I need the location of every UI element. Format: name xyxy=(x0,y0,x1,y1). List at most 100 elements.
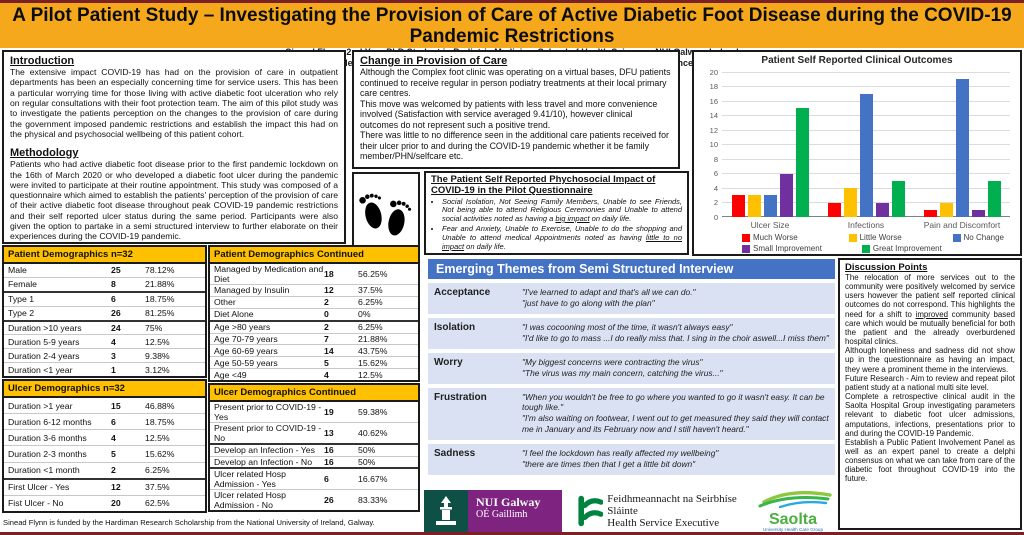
row-label: Age >80 years xyxy=(214,322,271,333)
change-provision-heading: Change in Provision of Care xyxy=(360,55,508,67)
table-title: Patient Demographics Continued xyxy=(210,247,418,264)
introduction-section: Introduction The extensive impact COVID-… xyxy=(2,50,346,244)
row-percent: 78.12% xyxy=(145,265,175,276)
theme-name: Worry xyxy=(434,356,463,368)
bar-small-improvement xyxy=(875,202,889,217)
row-percent: 50% xyxy=(358,445,376,456)
row-percent: 83.33% xyxy=(358,495,388,505)
gridline xyxy=(722,71,1010,73)
row-label: Develop an Infection - No xyxy=(214,456,313,467)
row-label: Duration 3-6 months xyxy=(8,432,87,443)
legend-swatch xyxy=(952,233,961,242)
bar-much-worse xyxy=(923,209,937,217)
row-percent: 81.25% xyxy=(145,308,175,319)
row-percent: 16.67% xyxy=(358,474,388,484)
text-segment: Complete a retrospective clinical audit … xyxy=(845,392,1015,438)
nui-galway-name-irish: OÉ Gaillimh xyxy=(476,509,528,520)
row-label: Age 50-59 years xyxy=(214,357,278,368)
theme-quote: "I'd like to go to mass ...I do really m… xyxy=(522,332,829,343)
row-count: 26 xyxy=(111,308,121,319)
bar-much-worse xyxy=(731,195,745,217)
nui-galway-tower-icon xyxy=(424,490,468,532)
x-axis-labels: Ulcer Size Infections Pain and Discomfort xyxy=(722,220,1010,230)
row-count: 14 xyxy=(324,345,334,356)
psychosocial-bullet-list: Social Isolation, Not Seeing Family Memb… xyxy=(431,197,682,251)
row-label: Present prior to COVID-19 - No xyxy=(214,423,322,443)
nui-galway-logo: NUI Galway OÉ Gaillimh xyxy=(468,490,562,532)
theme-name: Sadness xyxy=(434,448,476,460)
row-label: Develop an Infection - Yes xyxy=(214,445,315,456)
table-rows: Present prior to COVID-19 - Yes 19 59.38% P… xyxy=(210,402,418,510)
theme-quote: "I've learned to adapt and that's all we… xyxy=(522,287,696,297)
x-axis-category: Pain and Discomfort xyxy=(923,220,1001,230)
row-count: 20 xyxy=(111,498,121,509)
table-ulcer-demographics-continued: Ulcer Demographics Continued Present prio… xyxy=(208,383,420,512)
row-label: Age <49 xyxy=(214,369,247,380)
table-row: Duration <1 month 2 6.25% xyxy=(4,461,205,478)
row-percent: 37.5% xyxy=(145,482,170,493)
table-row: Male 25 78.12% xyxy=(4,264,205,277)
row-percent: 21.88% xyxy=(145,279,175,290)
row-percent: 56.25% xyxy=(358,269,388,279)
text-segment: Establish a Public Patient Involvement P… xyxy=(845,437,1015,484)
row-label: Male xyxy=(8,265,27,276)
top-maroon-strip xyxy=(0,0,1024,3)
nui-galway-name: NUI Galway xyxy=(476,495,541,509)
y-axis-tick: 10 xyxy=(709,140,718,149)
table-row: Duration >1 year 15 46.88% xyxy=(4,398,205,413)
legend-swatch xyxy=(742,233,750,242)
table-row: Type 1 6 18.75% xyxy=(4,290,205,306)
theme-row: Acceptance "I've learned to adapt and tha… xyxy=(428,283,835,314)
y-axis-tick: 12 xyxy=(709,125,718,135)
row-label: Duration <1 year xyxy=(8,364,73,375)
row-label: Managed by Insulin xyxy=(214,285,290,296)
row-count: 5 xyxy=(324,357,329,368)
legend-item: Much Worse xyxy=(742,233,798,242)
row-count: 15 xyxy=(111,400,121,411)
row-label: Other xyxy=(214,297,236,308)
poster-title: A Pilot Patient Study – Investigating th… xyxy=(12,5,1012,47)
row-label: Type 1 xyxy=(8,294,35,305)
bar-no-change xyxy=(955,79,969,217)
psychosocial-heading: The Patient Self Reported Phychosocial I… xyxy=(431,174,656,196)
table-patient-demographics-continued: Patient Demographics Continued Managed by… xyxy=(208,245,420,382)
theme-row: Frustration "When you wouldn't be free to… xyxy=(428,387,835,441)
table-ulcer-demographics: Ulcer Demographics n=32 Duration >1 year 1… xyxy=(2,379,207,513)
row-label: Age 70-79 years xyxy=(214,333,278,344)
table-row: Present prior to COVID-19 - Yes 19 59.38% xyxy=(210,402,418,422)
text-segment: Although loneliness and sadness did not … xyxy=(845,346,1015,374)
row-count: 16 xyxy=(324,445,334,456)
emerging-themes-section: Emerging Themes from Semi Structured Int… xyxy=(428,259,835,476)
row-label: Managed by Medication and Diet xyxy=(214,264,324,284)
legend-label: Little Worse xyxy=(859,233,902,242)
hse-english-name: Health Service Executive xyxy=(607,517,720,529)
row-count: 7 xyxy=(324,333,329,344)
row-percent: 12.5% xyxy=(145,432,170,443)
discussion-paragraph: Complete a retrospective clinical audit … xyxy=(845,392,1015,438)
row-count: 2 xyxy=(324,297,329,308)
table-row: Age 50-59 years 5 15.62% xyxy=(210,356,418,368)
row-count: 6 xyxy=(111,294,116,305)
table-row: Diet Alone 0 0% xyxy=(210,307,418,320)
discussion-paragraph: Future Research - Aim to review and repe… xyxy=(845,374,1015,392)
row-percent: 18.75% xyxy=(145,294,175,305)
bar-little-worse xyxy=(747,195,761,217)
table-row: Develop an Infection - No 16 50% xyxy=(210,455,418,468)
table-row: Duration 5-9 years 4 12.5% xyxy=(4,334,205,348)
hse-irish-name: Feidhmeannacht na Seirbhíse Sláinte xyxy=(607,493,737,517)
legend-label: Small Improvement xyxy=(753,244,822,253)
theme-quote: "I feel the lockdown has really affected… xyxy=(522,448,719,459)
legend-item: Small Improvement xyxy=(742,244,822,253)
saolta-name: Saolta xyxy=(768,511,817,528)
legend-row: Small Improvement Great Improvement xyxy=(694,244,1020,253)
bar-no-change xyxy=(859,93,873,217)
table-row: Develop an Infection - Yes 16 50% xyxy=(210,443,418,456)
bar-no-change xyxy=(763,195,777,217)
table-row: Other 2 6.25% xyxy=(210,295,418,308)
y-axis-tick: 20 xyxy=(709,67,718,77)
change-care-paragraph: This move was welcomed by patients with … xyxy=(360,98,658,130)
clinical-outcomes-chart: Patient Self Reported Clinical Outcomes 0… xyxy=(692,50,1022,256)
legend-item: Great Improvement xyxy=(861,244,942,253)
bottom-maroon-strip xyxy=(0,532,1024,535)
bar-small-improvement xyxy=(971,209,985,217)
